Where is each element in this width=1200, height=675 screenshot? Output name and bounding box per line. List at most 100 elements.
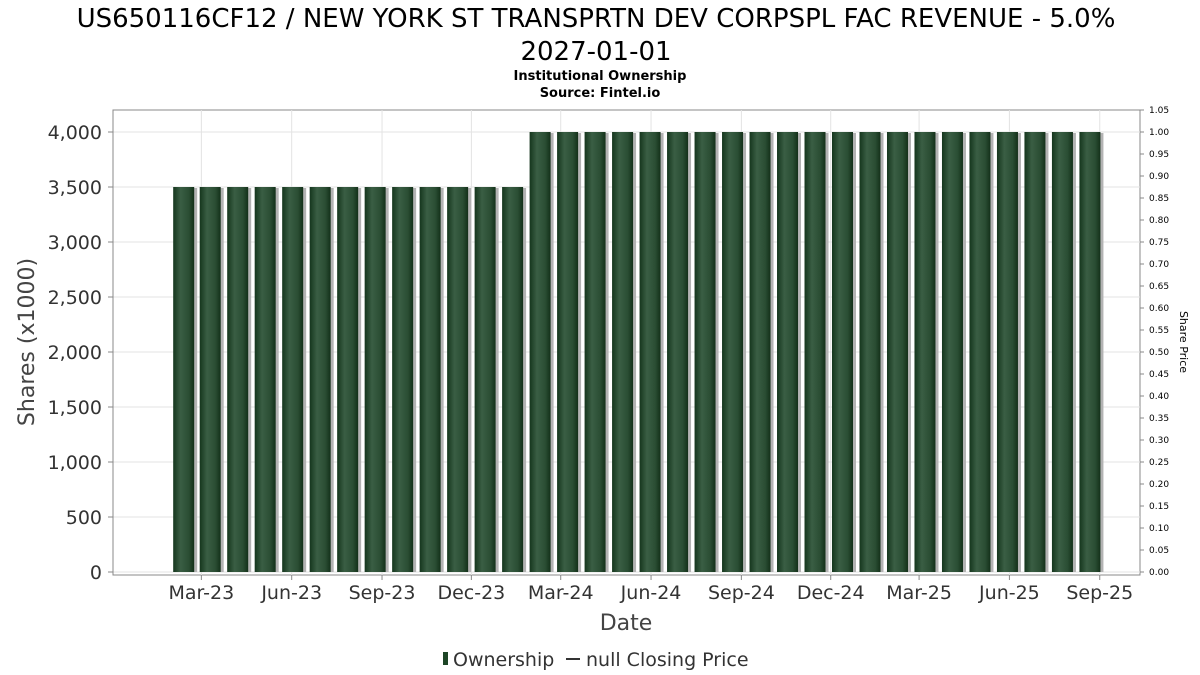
y2-tick-label-13: 0.65 <box>1149 282 1169 292</box>
x-tick-label-4: Mar-24 <box>528 582 594 604</box>
y2-tick-label-17: 0.85 <box>1149 194 1169 204</box>
bar-17 <box>639 132 664 572</box>
bar-body-31 <box>1024 132 1046 572</box>
y2-tick-label-20: 1.00 <box>1149 128 1169 138</box>
bar-body-26 <box>886 132 908 572</box>
x-axis-ticks: Mar-23 Jun-23 Sep-23 Dec-23 Mar-24 Jun-24 Sep-… <box>169 575 1133 604</box>
x-tick-label-8: Mar-25 <box>886 582 952 604</box>
y2-axis-ticks: 0.00 0.05 0.10 0.15 0.20 0.25 0.30 0.35 0.40 0.45… <box>1140 106 1169 578</box>
y2-tick-label-11: 0.55 <box>1149 326 1169 336</box>
bar-body-33 <box>1079 132 1101 572</box>
y-tick-label-5: 2,500 <box>48 287 102 309</box>
bar-16 <box>612 132 637 572</box>
bar-body-1 <box>199 187 221 572</box>
y2-tick-label-2: 0.10 <box>1149 524 1169 534</box>
bar-body-4 <box>282 187 304 572</box>
bar-body-21 <box>749 132 771 572</box>
y-tick-label-2: 1,000 <box>48 452 102 474</box>
x-tick-label-9: Jun-25 <box>978 582 1040 604</box>
y2-tick-label-1: 0.05 <box>1149 546 1169 556</box>
bar-body-13 <box>529 132 551 572</box>
bar-14 <box>557 132 582 572</box>
bar-30 <box>996 132 1021 572</box>
y2-tick-label-21: 1.05 <box>1149 106 1169 116</box>
bar-body-3 <box>254 187 276 572</box>
bar-20 <box>722 132 747 572</box>
bar-body-24 <box>832 132 854 572</box>
chart-source: Source: Fintel.io <box>540 86 661 101</box>
bar-body-7 <box>364 187 386 572</box>
x-tick-label-1: Jun-23 <box>260 582 322 604</box>
bar-body-2 <box>227 187 249 572</box>
bar-23 <box>804 132 829 572</box>
x-tick-label-6: Sep-24 <box>708 582 775 604</box>
bar-body-0 <box>173 187 195 572</box>
bar-body-5 <box>309 187 331 572</box>
y2-tick-label-19: 0.95 <box>1149 150 1169 160</box>
bar-3 <box>254 187 279 572</box>
bar-15 <box>584 132 609 572</box>
bar-body-14 <box>557 132 579 572</box>
bar-22 <box>777 132 802 572</box>
y2-tick-label-15: 0.75 <box>1149 238 1169 248</box>
bar-33 <box>1079 132 1104 572</box>
y-tick-label-3: 1,500 <box>48 397 102 419</box>
legend-ownership-swatch <box>443 652 448 665</box>
bar-32 <box>1051 132 1076 572</box>
bar-7 <box>364 187 389 572</box>
bar-body-9 <box>419 187 441 572</box>
legend: Ownership null Closing Price <box>443 649 749 671</box>
bar-11 <box>474 187 499 572</box>
bar-body-25 <box>859 132 881 572</box>
bar-27 <box>914 132 939 572</box>
y2-tick-label-9: 0.45 <box>1149 370 1169 380</box>
y-axis-ticks: 0 500 1,000 1,500 2,000 2,500 3,000 3,500 4,000 <box>48 110 114 584</box>
chart-subtitle: Institutional Ownership <box>514 69 687 84</box>
y2-tick-label-18: 0.90 <box>1149 172 1169 182</box>
bar-body-22 <box>777 132 799 572</box>
y2-tick-label-4: 0.20 <box>1149 480 1169 490</box>
bar-body-10 <box>447 187 469 572</box>
chart-title-line2: 2027-01-01 <box>520 37 671 67</box>
bar-body-28 <box>941 132 963 572</box>
bar-8 <box>392 187 417 572</box>
y-axis-label: Shares (x1000) <box>15 258 40 426</box>
y2-tick-label-7: 0.35 <box>1149 414 1169 424</box>
x-tick-label-3: Dec-23 <box>437 582 505 604</box>
bar-18 <box>667 132 692 572</box>
bar-31 <box>1024 132 1049 572</box>
bar-body-20 <box>722 132 744 572</box>
bar-body-32 <box>1051 132 1073 572</box>
bar-body-19 <box>694 132 716 572</box>
bar-body-16 <box>612 132 634 572</box>
bar-9 <box>419 187 444 572</box>
chart-title-line1: US650116CF12 / NEW YORK ST TRANSPRTN DEV… <box>77 4 1116 34</box>
bar-5 <box>309 187 334 572</box>
y2-tick-label-8: 0.40 <box>1149 392 1169 402</box>
y2-tick-label-0: 0.00 <box>1149 568 1169 578</box>
y2-tick-label-6: 0.30 <box>1149 436 1169 446</box>
y-tick-label-4: 2,000 <box>48 342 102 364</box>
legend-ownership-label: Ownership <box>453 649 554 671</box>
x-tick-label-0: Mar-23 <box>169 582 235 604</box>
bar-6 <box>337 187 362 572</box>
bar-body-23 <box>804 132 826 572</box>
y-tick-label-0: 0 <box>90 562 102 584</box>
bar-0 <box>173 187 198 572</box>
bar-body-6 <box>337 187 359 572</box>
bar-25 <box>859 132 884 572</box>
x-tick-label-2: Sep-23 <box>349 582 416 604</box>
bars-group <box>173 132 1104 572</box>
bar-body-11 <box>474 187 496 572</box>
bar-2 <box>227 187 252 572</box>
bar-4 <box>282 187 307 572</box>
x-axis-label: Date <box>600 611 653 636</box>
y2-tick-label-12: 0.60 <box>1149 304 1169 314</box>
bar-28 <box>941 132 966 572</box>
bar-24 <box>832 132 857 572</box>
y-tick-label-8: 4,000 <box>48 122 102 144</box>
y2-tick-label-14: 0.70 <box>1149 260 1169 270</box>
x-tick-label-10: Sep-25 <box>1066 582 1133 604</box>
bar-10 <box>447 187 472 572</box>
